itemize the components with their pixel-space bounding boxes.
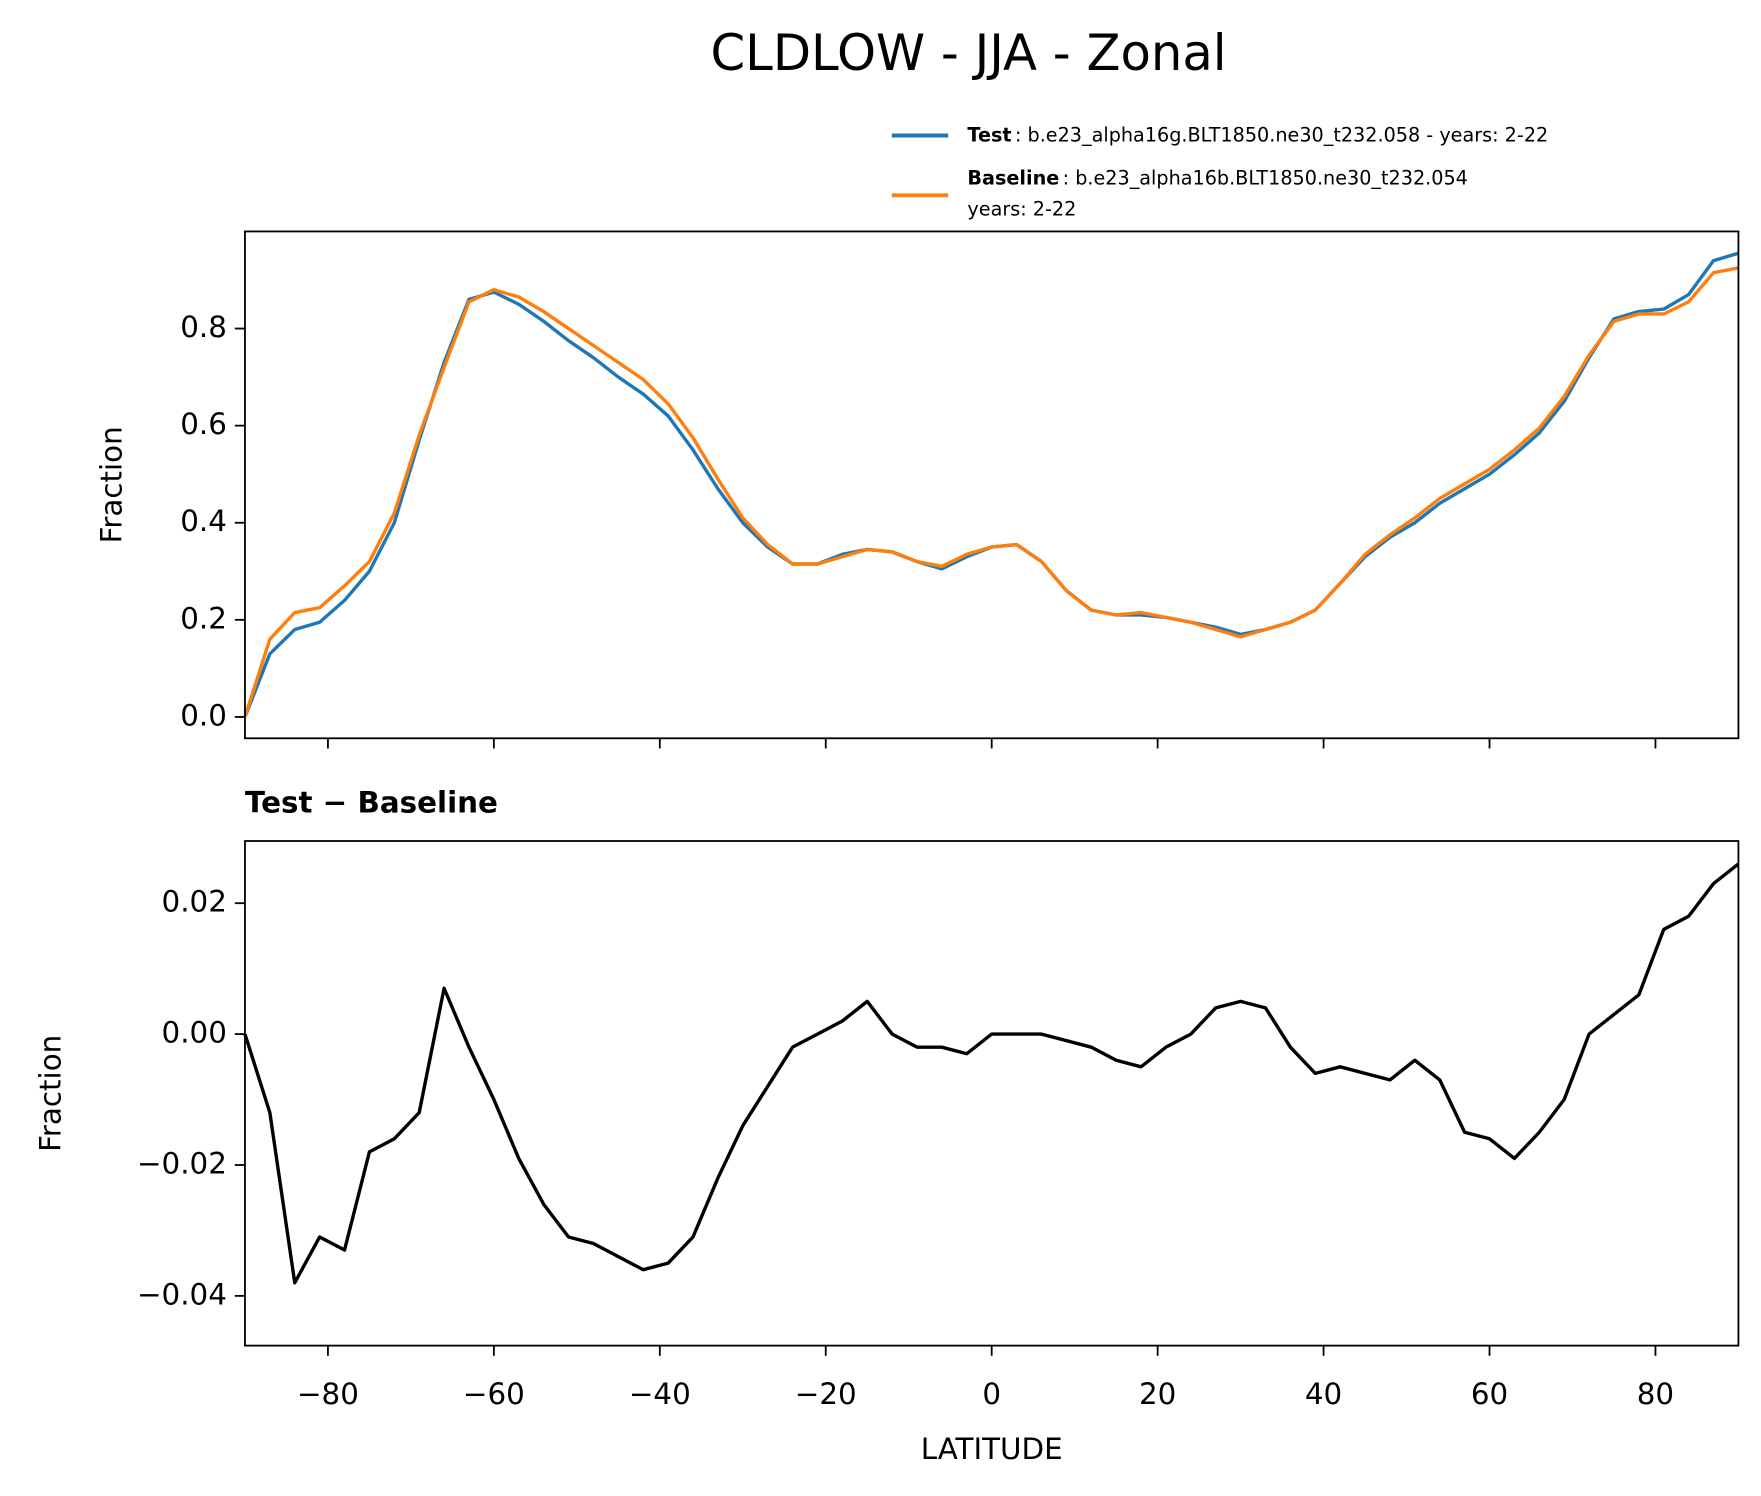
panel-title: Test − Baseline xyxy=(245,785,498,819)
legend-description: : b.e23_alpha16b.BLT1850.ne30_t232.054 xyxy=(1063,166,1468,189)
legend-name: Test xyxy=(967,123,1011,146)
data-line xyxy=(243,266,1739,718)
legend-description: : b.e23_alpha16g.BLT1850.ne30_t232.058 -… xyxy=(1015,123,1548,146)
x-tick-label: 20 xyxy=(1139,1377,1176,1411)
figure-title: CLDLOW - JJA - Zonal xyxy=(710,24,1226,82)
y-tick-label: 0.8 xyxy=(180,310,227,344)
legend-entry: Test: b.e23_alpha16g.BLT1850.ne30_t232.0… xyxy=(967,123,1548,146)
x-tick-label: 80 xyxy=(1637,1377,1674,1411)
x-tick-label: −20 xyxy=(795,1377,857,1411)
y-tick-label: 0.00 xyxy=(162,1016,227,1050)
x-tick-label: 40 xyxy=(1305,1377,1342,1411)
y-tick-label: 0.02 xyxy=(162,885,227,919)
y-axis-label: Fraction xyxy=(94,426,128,543)
y-tick-label: −0.02 xyxy=(137,1146,227,1180)
legend-entry: Baseline: b.e23_alpha16b.BLT1850.ne30_t2… xyxy=(967,166,1467,189)
y-tick-label: −0.04 xyxy=(137,1277,227,1311)
legend-description: years: 2-22 xyxy=(967,197,1076,220)
data-line xyxy=(243,862,1740,1285)
x-tick-label: 0 xyxy=(982,1377,1001,1411)
y-tick-label: 0.6 xyxy=(180,407,227,441)
x-tick-label: −60 xyxy=(463,1377,525,1411)
x-tick-label: −40 xyxy=(629,1377,691,1411)
y-tick-label: 0.4 xyxy=(180,504,227,538)
x-tick-label: 60 xyxy=(1471,1377,1508,1411)
x-axis-label: LATITUDE xyxy=(921,1432,1063,1466)
y-axis-label: Fraction xyxy=(33,1035,67,1152)
legend-name: Baseline xyxy=(967,166,1059,189)
y-tick-label: 0.0 xyxy=(180,698,227,732)
x-tick-label: −80 xyxy=(297,1377,359,1411)
y-tick-label: 0.2 xyxy=(180,601,227,635)
